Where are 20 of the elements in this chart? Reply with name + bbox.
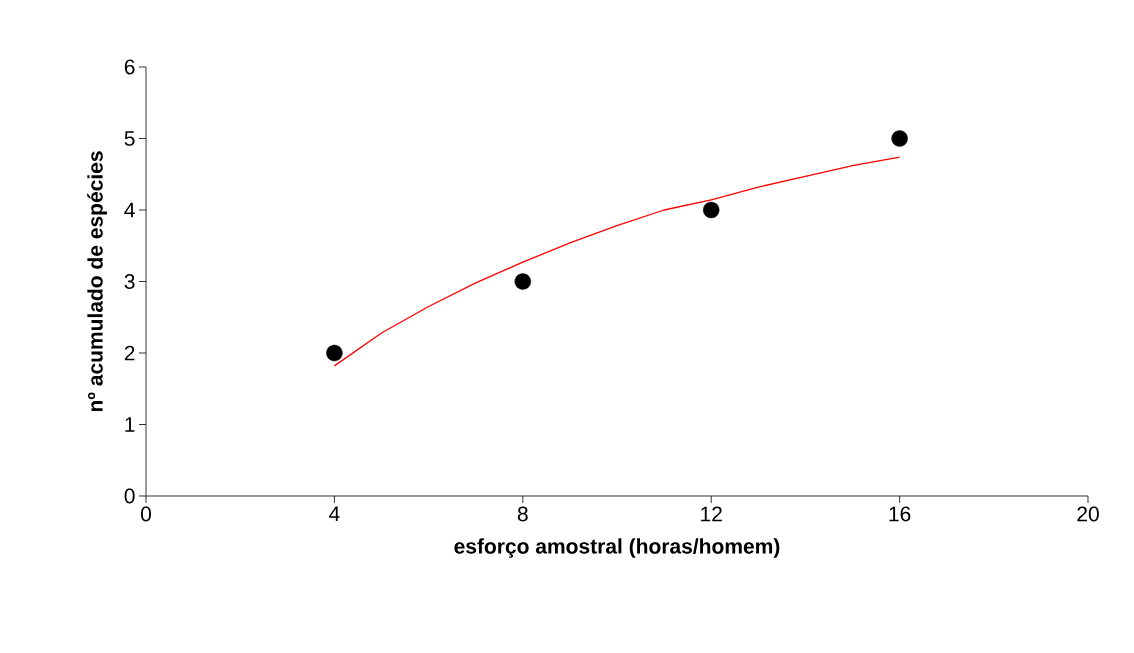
x-tick-label: 4	[329, 506, 340, 521]
x-tick-label: 16	[889, 506, 911, 522]
y-tick-label: 5	[124, 131, 135, 146]
y-tick-label: 0	[124, 488, 135, 504]
x-axis-title: esforço amostral (horas/homem)	[454, 538, 780, 558]
y-axis-title: nº acumulado de espécies	[87, 151, 107, 412]
x-tick-label: 8	[517, 506, 528, 522]
point	[891, 130, 908, 147]
y-tick-label: 1	[125, 417, 135, 432]
x-tick-label: 20	[1077, 506, 1099, 522]
point	[703, 201, 720, 219]
x-tick-label: 12	[701, 506, 722, 522]
line-series	[333, 156, 901, 367]
x-tick-label: 0	[140, 506, 152, 522]
y-tick-label: 4	[124, 202, 135, 218]
point	[326, 344, 343, 362]
y-tick-label: 3	[124, 274, 135, 289]
y-tick-label: 2	[124, 345, 135, 361]
y-tick-label: 6	[124, 59, 135, 75]
point	[514, 273, 532, 290]
